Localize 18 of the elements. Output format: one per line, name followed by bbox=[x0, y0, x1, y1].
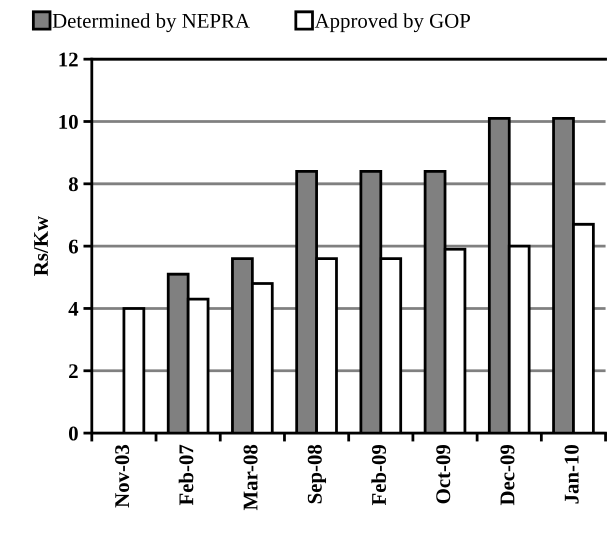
y-tick-label: 12 bbox=[59, 52, 78, 66]
x-tick-label: Oct-09 bbox=[436, 444, 450, 504]
y-axis-title: Rs/Kw bbox=[34, 216, 48, 276]
x-tick-label: Sep-08 bbox=[308, 444, 326, 504]
x-tick-label: Mar-08 bbox=[244, 444, 258, 510]
y-tick-label: 6 bbox=[68, 240, 78, 254]
x-tick-label: Feb-09 bbox=[371, 444, 386, 506]
x-tick-label: Nov-03 bbox=[115, 444, 130, 508]
legend-label: Determined by NEPRA bbox=[52, 13, 250, 32]
y-tick-label: 2 bbox=[69, 364, 78, 378]
x-tick-label: Jan-10 bbox=[564, 444, 579, 504]
legend-label: Approved by GOP bbox=[314, 13, 470, 32]
x-tick-label: Feb-07 bbox=[178, 444, 194, 506]
y-tick-label: 10 bbox=[59, 114, 78, 129]
y-tick-label: 0 bbox=[68, 426, 78, 441]
x-tick-label: Dec-09 bbox=[500, 444, 514, 506]
y-tick-label: 4 bbox=[68, 302, 78, 316]
y-tick-label: 8 bbox=[68, 177, 78, 192]
